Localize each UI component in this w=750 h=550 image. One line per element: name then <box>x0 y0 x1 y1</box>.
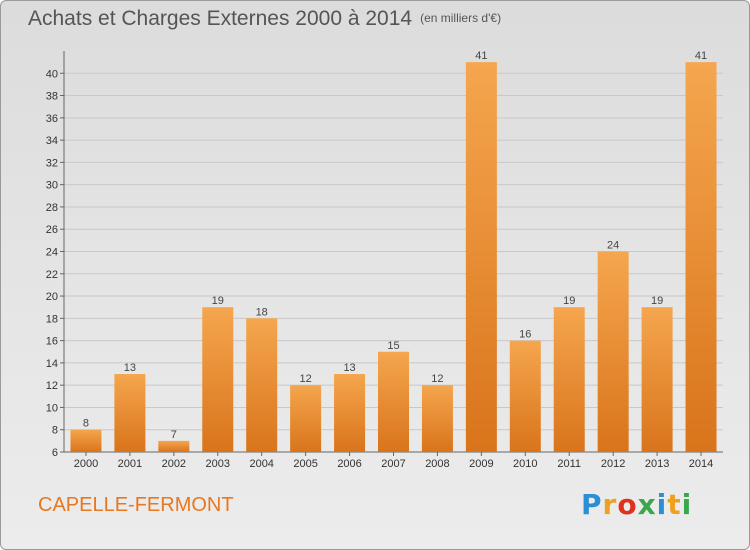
y-tick-label: 18 <box>46 313 58 325</box>
value-label-2007: 15 <box>387 340 399 352</box>
bar-2012 <box>597 251 629 452</box>
bar-2002 <box>158 440 190 452</box>
value-label-2004: 18 <box>256 306 268 318</box>
y-tick-label: 40 <box>46 68 58 80</box>
x-tick-label-2011: 2011 <box>557 458 581 470</box>
value-label-2006: 13 <box>343 362 355 374</box>
y-tick-label: 16 <box>46 336 58 348</box>
bar-2008 <box>421 385 453 452</box>
x-tick-label-2010: 2010 <box>513 458 537 470</box>
bar-2003 <box>202 307 234 452</box>
x-tick-label-2007: 2007 <box>381 458 405 470</box>
value-label-2003: 19 <box>212 295 224 307</box>
x-tick-label-2013: 2013 <box>645 458 669 470</box>
y-tick-label: 30 <box>46 180 58 192</box>
bars <box>70 62 717 453</box>
bar-2014 <box>685 62 717 453</box>
bar-2009 <box>465 62 497 453</box>
bar-2004 <box>246 318 278 452</box>
value-label-2012: 24 <box>607 240 619 252</box>
chart-title-text: Achats et Charges Externes 2000 à 2014 <box>28 7 413 30</box>
x-tick-label-2002: 2002 <box>162 458 186 470</box>
bar-2005 <box>290 385 322 452</box>
value-label-2014: 41 <box>695 50 707 62</box>
bar-2011 <box>553 307 585 452</box>
value-label-2005: 12 <box>300 373 312 385</box>
bar-2000 <box>70 429 102 452</box>
y-tick-label: 10 <box>46 402 58 414</box>
y-tick-label: 26 <box>46 224 58 236</box>
bar-2006 <box>334 374 366 452</box>
bar-2013 <box>641 307 673 452</box>
y-tick-label: 22 <box>46 269 58 281</box>
y-tick-label: 12 <box>46 380 58 392</box>
x-tick-label-2005: 2005 <box>293 458 317 470</box>
y-tick-label: 20 <box>46 291 58 303</box>
y-tick-label: 34 <box>46 135 58 147</box>
value-label-2010: 16 <box>519 329 531 341</box>
x-tick-label-2012: 2012 <box>601 458 625 470</box>
x-tick-label-2006: 2006 <box>337 458 361 470</box>
bar-2007 <box>378 351 409 452</box>
x-tick-label-2004: 2004 <box>249 458 273 470</box>
value-label-2009: 41 <box>475 50 487 62</box>
chart-title: Achats et Charges Externes 2000 à 2014 (e… <box>28 7 501 31</box>
x-tick-label-2014: 2014 <box>689 458 713 470</box>
y-tick-label: 6 <box>52 447 58 459</box>
value-label-2000: 8 <box>83 418 89 430</box>
y-tick-label: 8 <box>52 425 58 437</box>
x-tick-label-2001: 2001 <box>118 458 142 470</box>
y-tick-label: 28 <box>46 202 58 214</box>
bar-2010 <box>509 340 541 452</box>
logo-letter: x <box>637 488 657 521</box>
value-label-2008: 12 <box>431 373 443 385</box>
x-tick-label-2000: 2000 <box>74 458 98 470</box>
value-label-2011: 19 <box>563 295 575 307</box>
x-tick-label-2003: 2003 <box>206 458 230 470</box>
x-tick-label-2008: 2008 <box>425 458 449 470</box>
bar-2001 <box>114 374 146 452</box>
logo-letter: t <box>667 488 682 521</box>
chart-unit: (en milliers d'€) <box>420 11 502 25</box>
proxiti-logo: Proxiti <box>581 488 692 521</box>
y-tick-label: 24 <box>46 247 58 259</box>
value-label-2013: 19 <box>651 295 663 307</box>
y-tick-label: 38 <box>46 91 58 103</box>
y-tick-labels: 6 8 10 12 14 16 18 20 22 24 26 28 30 32 34 36 38 40 <box>46 68 58 459</box>
x-tick-labels: 2000 2001 2002 2003 2004 2005 2006 2007 2008 2009… <box>74 458 714 470</box>
value-label-2002: 7 <box>171 429 177 441</box>
y-tick-label: 32 <box>46 157 58 169</box>
place-name: CAPELLE-FERMONT <box>38 494 234 516</box>
logo-letter: P <box>581 488 603 521</box>
logo-letter: i <box>656 488 668 521</box>
y-tick-label: 36 <box>46 113 58 125</box>
logo-letter: r <box>602 488 618 521</box>
y-tick-label: 14 <box>46 358 58 370</box>
logo-letter: o <box>617 488 638 521</box>
logo-letter: i <box>681 488 693 521</box>
x-tick-label-2009: 2009 <box>469 458 493 470</box>
value-label-2001: 13 <box>124 362 136 374</box>
value-labels: 8 13 7 19 18 12 13 15 12 41 16 19 24 19 41 <box>83 50 707 441</box>
